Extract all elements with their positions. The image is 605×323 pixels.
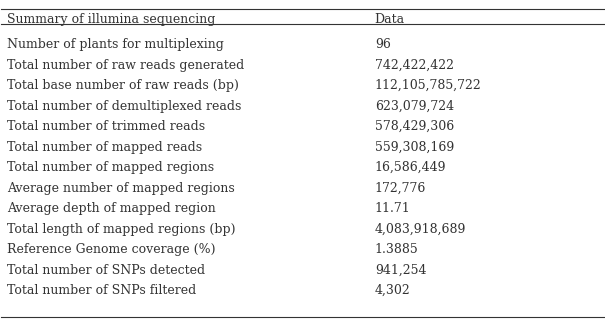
- Text: 578,429,306: 578,429,306: [374, 120, 454, 133]
- Text: Average number of mapped regions: Average number of mapped regions: [7, 182, 235, 195]
- Text: 11.71: 11.71: [374, 202, 411, 215]
- Text: Summary of illumina sequencing: Summary of illumina sequencing: [7, 13, 216, 26]
- Text: 16,586,449: 16,586,449: [374, 161, 446, 174]
- Text: Data: Data: [374, 13, 405, 26]
- Text: Total number of trimmed reads: Total number of trimmed reads: [7, 120, 206, 133]
- Text: 559,308,169: 559,308,169: [374, 141, 454, 154]
- Text: 742,422,422: 742,422,422: [374, 59, 454, 72]
- Text: Total number of demultiplexed reads: Total number of demultiplexed reads: [7, 100, 242, 113]
- Text: Total number of SNPs filtered: Total number of SNPs filtered: [7, 284, 197, 297]
- Text: Total number of mapped reads: Total number of mapped reads: [7, 141, 203, 154]
- Text: Total length of mapped regions (bp): Total length of mapped regions (bp): [7, 223, 236, 236]
- Text: 112,105,785,722: 112,105,785,722: [374, 79, 482, 92]
- Text: 4,083,918,689: 4,083,918,689: [374, 223, 466, 236]
- Text: Number of plants for multiplexing: Number of plants for multiplexing: [7, 38, 224, 51]
- Text: Total base number of raw reads (bp): Total base number of raw reads (bp): [7, 79, 240, 92]
- Text: 623,079,724: 623,079,724: [374, 100, 454, 113]
- Text: Total number of raw reads generated: Total number of raw reads generated: [7, 59, 244, 72]
- Text: 4,302: 4,302: [374, 284, 411, 297]
- Text: Reference Genome coverage (%): Reference Genome coverage (%): [7, 243, 216, 256]
- Text: Total number of SNPs detected: Total number of SNPs detected: [7, 264, 206, 277]
- Text: 941,254: 941,254: [374, 264, 427, 277]
- Text: 1.3885: 1.3885: [374, 243, 419, 256]
- Text: 96: 96: [374, 38, 391, 51]
- Text: 172,776: 172,776: [374, 182, 426, 195]
- Text: Total number of mapped regions: Total number of mapped regions: [7, 161, 215, 174]
- Text: Average depth of mapped region: Average depth of mapped region: [7, 202, 216, 215]
